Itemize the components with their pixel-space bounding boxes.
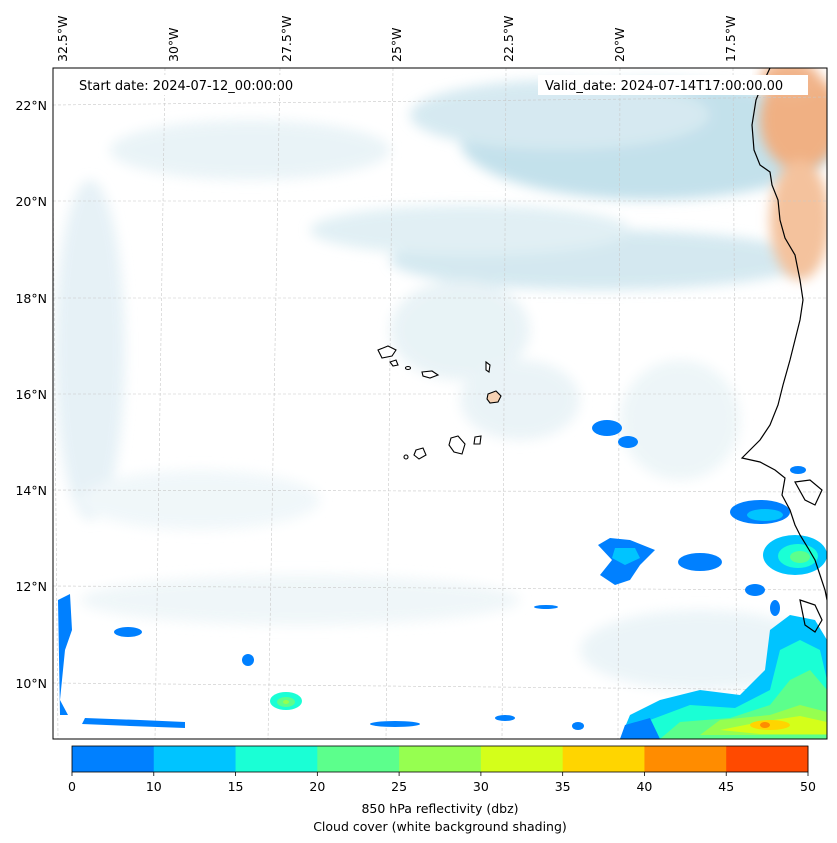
colorbar-tick-label: 0 — [68, 779, 76, 794]
colorbar-tick-label: 10 — [146, 779, 162, 794]
colorbar-sublabel: Cloud cover (white background shading) — [313, 819, 567, 834]
cape-verde-islands — [377, 345, 502, 460]
map-frame — [52, 67, 828, 740]
colorbar-tick-label: 35 — [555, 779, 571, 794]
lon-label: 25°W — [389, 27, 404, 62]
colorbar-tick-label: 40 — [636, 779, 652, 794]
reflectivity-contours — [58, 420, 827, 739]
colorbar-tick-label: 50 — [800, 779, 816, 794]
gridlines — [53, 68, 827, 739]
colorbar-label: 850 hPa reflectivity (dbz) — [361, 801, 518, 816]
lat-label: 16°N — [15, 387, 47, 402]
dust-shading — [760, 68, 827, 280]
colorbar-segment — [726, 746, 809, 772]
colorbar-tick-label: 20 — [309, 779, 325, 794]
lon-label: 22.5°W — [501, 16, 516, 62]
lon-label: 17.5°W — [723, 16, 738, 62]
colorbar-segment — [317, 746, 400, 772]
start-date-box — [72, 75, 320, 95]
valid-date-box — [538, 75, 808, 95]
start-date-label: Start date: 2024-07-12_00:00:00 — [79, 79, 293, 94]
colorbar-tick-label: 30 — [473, 779, 489, 794]
colorbar-tick-label: 45 — [718, 779, 734, 794]
coastline — [740, 68, 827, 633]
lon-label: 20°W — [612, 27, 627, 62]
colorbar-segment — [72, 746, 155, 772]
lat-label: 20°N — [15, 194, 47, 209]
colorbar-segment — [562, 746, 645, 772]
colorbar: 0 10 15 20 25 30 35 40 45 50 850 hPa reflectivity… — [68, 745, 816, 834]
map-panel: Start date: 2024-07-12_00:00:00 Valid_da… — [52, 67, 828, 740]
colorbar-ticks: 0 10 15 20 25 30 35 40 45 50 — [68, 772, 816, 794]
colorbar-segment — [480, 746, 564, 772]
colorbar-segment — [235, 746, 318, 772]
colorbar-segment — [644, 746, 727, 772]
lat-label: 14°N — [15, 483, 47, 498]
latitude-labels: 22°N 20°N 18°N 16°N 14°N 12°N 10°N — [15, 98, 47, 691]
colorbar-segments — [72, 746, 809, 772]
cloud-cover-shading — [55, 80, 827, 690]
colorbar-tick-label: 25 — [391, 779, 407, 794]
valid-date-label: Valid_date: 2024-07-14T17:00:00.00 — [545, 79, 783, 94]
colorbar-segment — [399, 746, 482, 772]
lat-label: 12°N — [15, 579, 47, 594]
longitude-labels: 32.5°W 30°W 27.5°W 25°W 22.5°W 20°W 17.5… — [55, 16, 738, 62]
colorbar-tick-label: 15 — [228, 779, 244, 794]
lon-label: 32.5°W — [55, 16, 70, 62]
lat-label: 10°N — [15, 676, 47, 691]
lat-label: 22°N — [15, 98, 47, 113]
lat-label: 18°N — [15, 291, 47, 306]
colorbar-frame — [71, 745, 809, 773]
colorbar-segment — [153, 746, 237, 772]
lon-label: 27.5°W — [279, 16, 294, 62]
lon-label: 30°W — [166, 27, 181, 62]
